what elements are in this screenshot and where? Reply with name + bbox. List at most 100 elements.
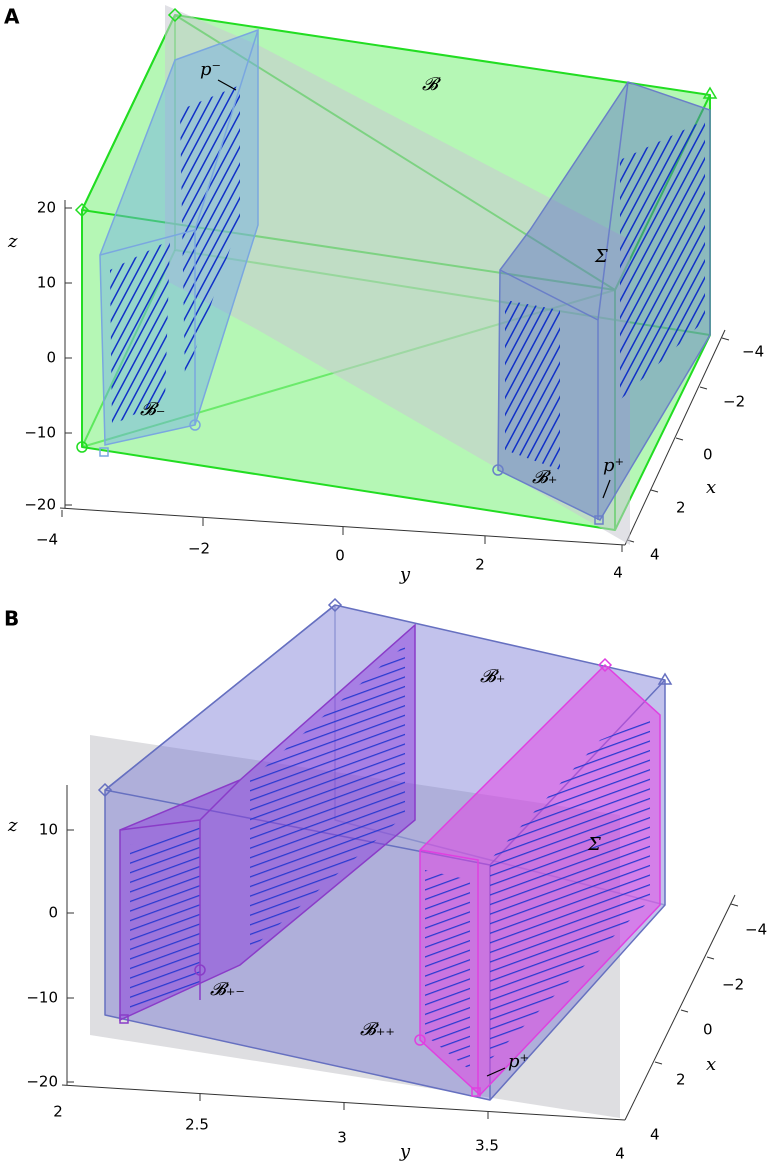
y-tick-label: 2 (53, 1103, 63, 1121)
panel-b: B z 10 0 −10 −20 2 2.5 3 3.5 4 y −4 −2 0… (4, 597, 767, 1163)
z-tick-label: −10 (24, 424, 56, 442)
corner-markers (97, 597, 673, 1097)
shape (620, 120, 705, 400)
x-tick-label: −2 (723, 393, 745, 411)
shape (492, 464, 504, 476)
x-tick-label: 0 (703, 1021, 713, 1039)
shape (130, 825, 200, 1010)
y-tick-label: 3.5 (475, 1137, 499, 1155)
axis-label-z: z (7, 231, 18, 252)
shape (110, 240, 170, 425)
y-tick-label: 3 (337, 1129, 347, 1147)
annotation: 𝓑₊ (532, 467, 557, 488)
shape (597, 657, 613, 673)
line (650, 489, 659, 493)
x-tick-label: 2 (676, 499, 686, 517)
z-tick-label: 10 (39, 821, 58, 839)
shape (425, 870, 470, 1070)
arrow (486, 1067, 506, 1077)
annotation: p⁻ (200, 59, 221, 80)
slab-plus-plus (419, 663, 661, 1097)
line (721, 337, 730, 341)
shape (505, 300, 560, 470)
slab-minus (99, 28, 259, 446)
line (699, 386, 708, 390)
shape (594, 515, 604, 525)
line (680, 1009, 689, 1013)
y-tick-label: −2 (188, 540, 210, 558)
annotation: 𝓑₋ (140, 399, 165, 420)
z-tick-label: −20 (24, 496, 56, 514)
shape (97, 782, 113, 798)
ticks (61, 207, 730, 552)
x-axis (624, 894, 736, 1121)
line (730, 903, 739, 907)
annotation: 𝓑₊₋ (210, 979, 245, 1000)
line (675, 437, 684, 441)
z-tick-label: 0 (48, 904, 58, 922)
line (706, 956, 715, 960)
annotation: 𝓑₊ (480, 666, 505, 687)
z-tick-label: 20 (37, 199, 56, 217)
slab-plus-minus (119, 623, 416, 1022)
annotation: p⁺ (508, 1051, 529, 1072)
arrow (602, 479, 611, 499)
annotation: 𝓑₊₊ (360, 1019, 395, 1040)
shape (657, 672, 673, 685)
shape (167, 7, 183, 23)
y-tick-label: 0 (335, 547, 345, 565)
y-tick-label: −4 (36, 531, 58, 549)
y-tick-label: 2.5 (185, 1116, 209, 1134)
shape (327, 597, 343, 613)
z-tick-label: 10 (37, 274, 56, 292)
axis-label-y: y (399, 1141, 411, 1162)
panel-label: B (4, 607, 19, 631)
y-tick-label: 4 (613, 564, 623, 582)
annotation: p⁺ (603, 455, 624, 476)
shape (250, 645, 405, 950)
shape (490, 720, 650, 1060)
shape (99, 447, 109, 457)
z-tick-label: −20 (26, 1073, 58, 1091)
shape (74, 202, 90, 218)
panel-label: A (4, 5, 20, 29)
axis-label-x: x (706, 477, 716, 498)
shape (194, 964, 206, 976)
annotation: Σ (594, 246, 608, 267)
axis-label-z: z (7, 815, 18, 836)
shape (414, 1034, 426, 1046)
shape (702, 86, 718, 99)
shape (104, 604, 336, 791)
ticks (67, 829, 739, 1119)
annotation: 𝓑 (422, 74, 441, 95)
z-tick-label: −10 (26, 989, 58, 1007)
annotation: Σ (587, 834, 601, 855)
shape (189, 419, 201, 431)
arrow (217, 79, 237, 91)
x-tick-label: −2 (722, 976, 744, 994)
z-tick-label: 0 (46, 349, 56, 367)
x-axis (624, 329, 726, 546)
shape (81, 14, 176, 211)
y-axis (59, 507, 626, 546)
axis-label-x: x (706, 1054, 716, 1075)
shape (119, 1014, 129, 1024)
x-tick-label: −4 (745, 921, 767, 939)
y-axis (61, 1084, 626, 1121)
shape (76, 441, 88, 453)
x-tick-label: −4 (742, 343, 764, 361)
panel-a: A z 20 10 0 −10 −20 −4 −2 0 2 4 y −4 −2 … (4, 5, 764, 586)
y-tick-label: 2 (475, 556, 485, 574)
x-tick-label: 4 (650, 546, 660, 564)
shape (419, 849, 479, 1095)
axis-label-y: y (399, 564, 411, 585)
x-tick-label: 0 (703, 446, 713, 464)
x-tick-label: 2 (676, 1071, 686, 1089)
shape (471, 1087, 481, 1097)
shape (597, 81, 629, 321)
x-tick-label: 4 (650, 1126, 660, 1144)
y-tick-label: 4 (615, 1145, 625, 1163)
slab-plus (497, 81, 711, 521)
corner-markers (74, 7, 718, 525)
